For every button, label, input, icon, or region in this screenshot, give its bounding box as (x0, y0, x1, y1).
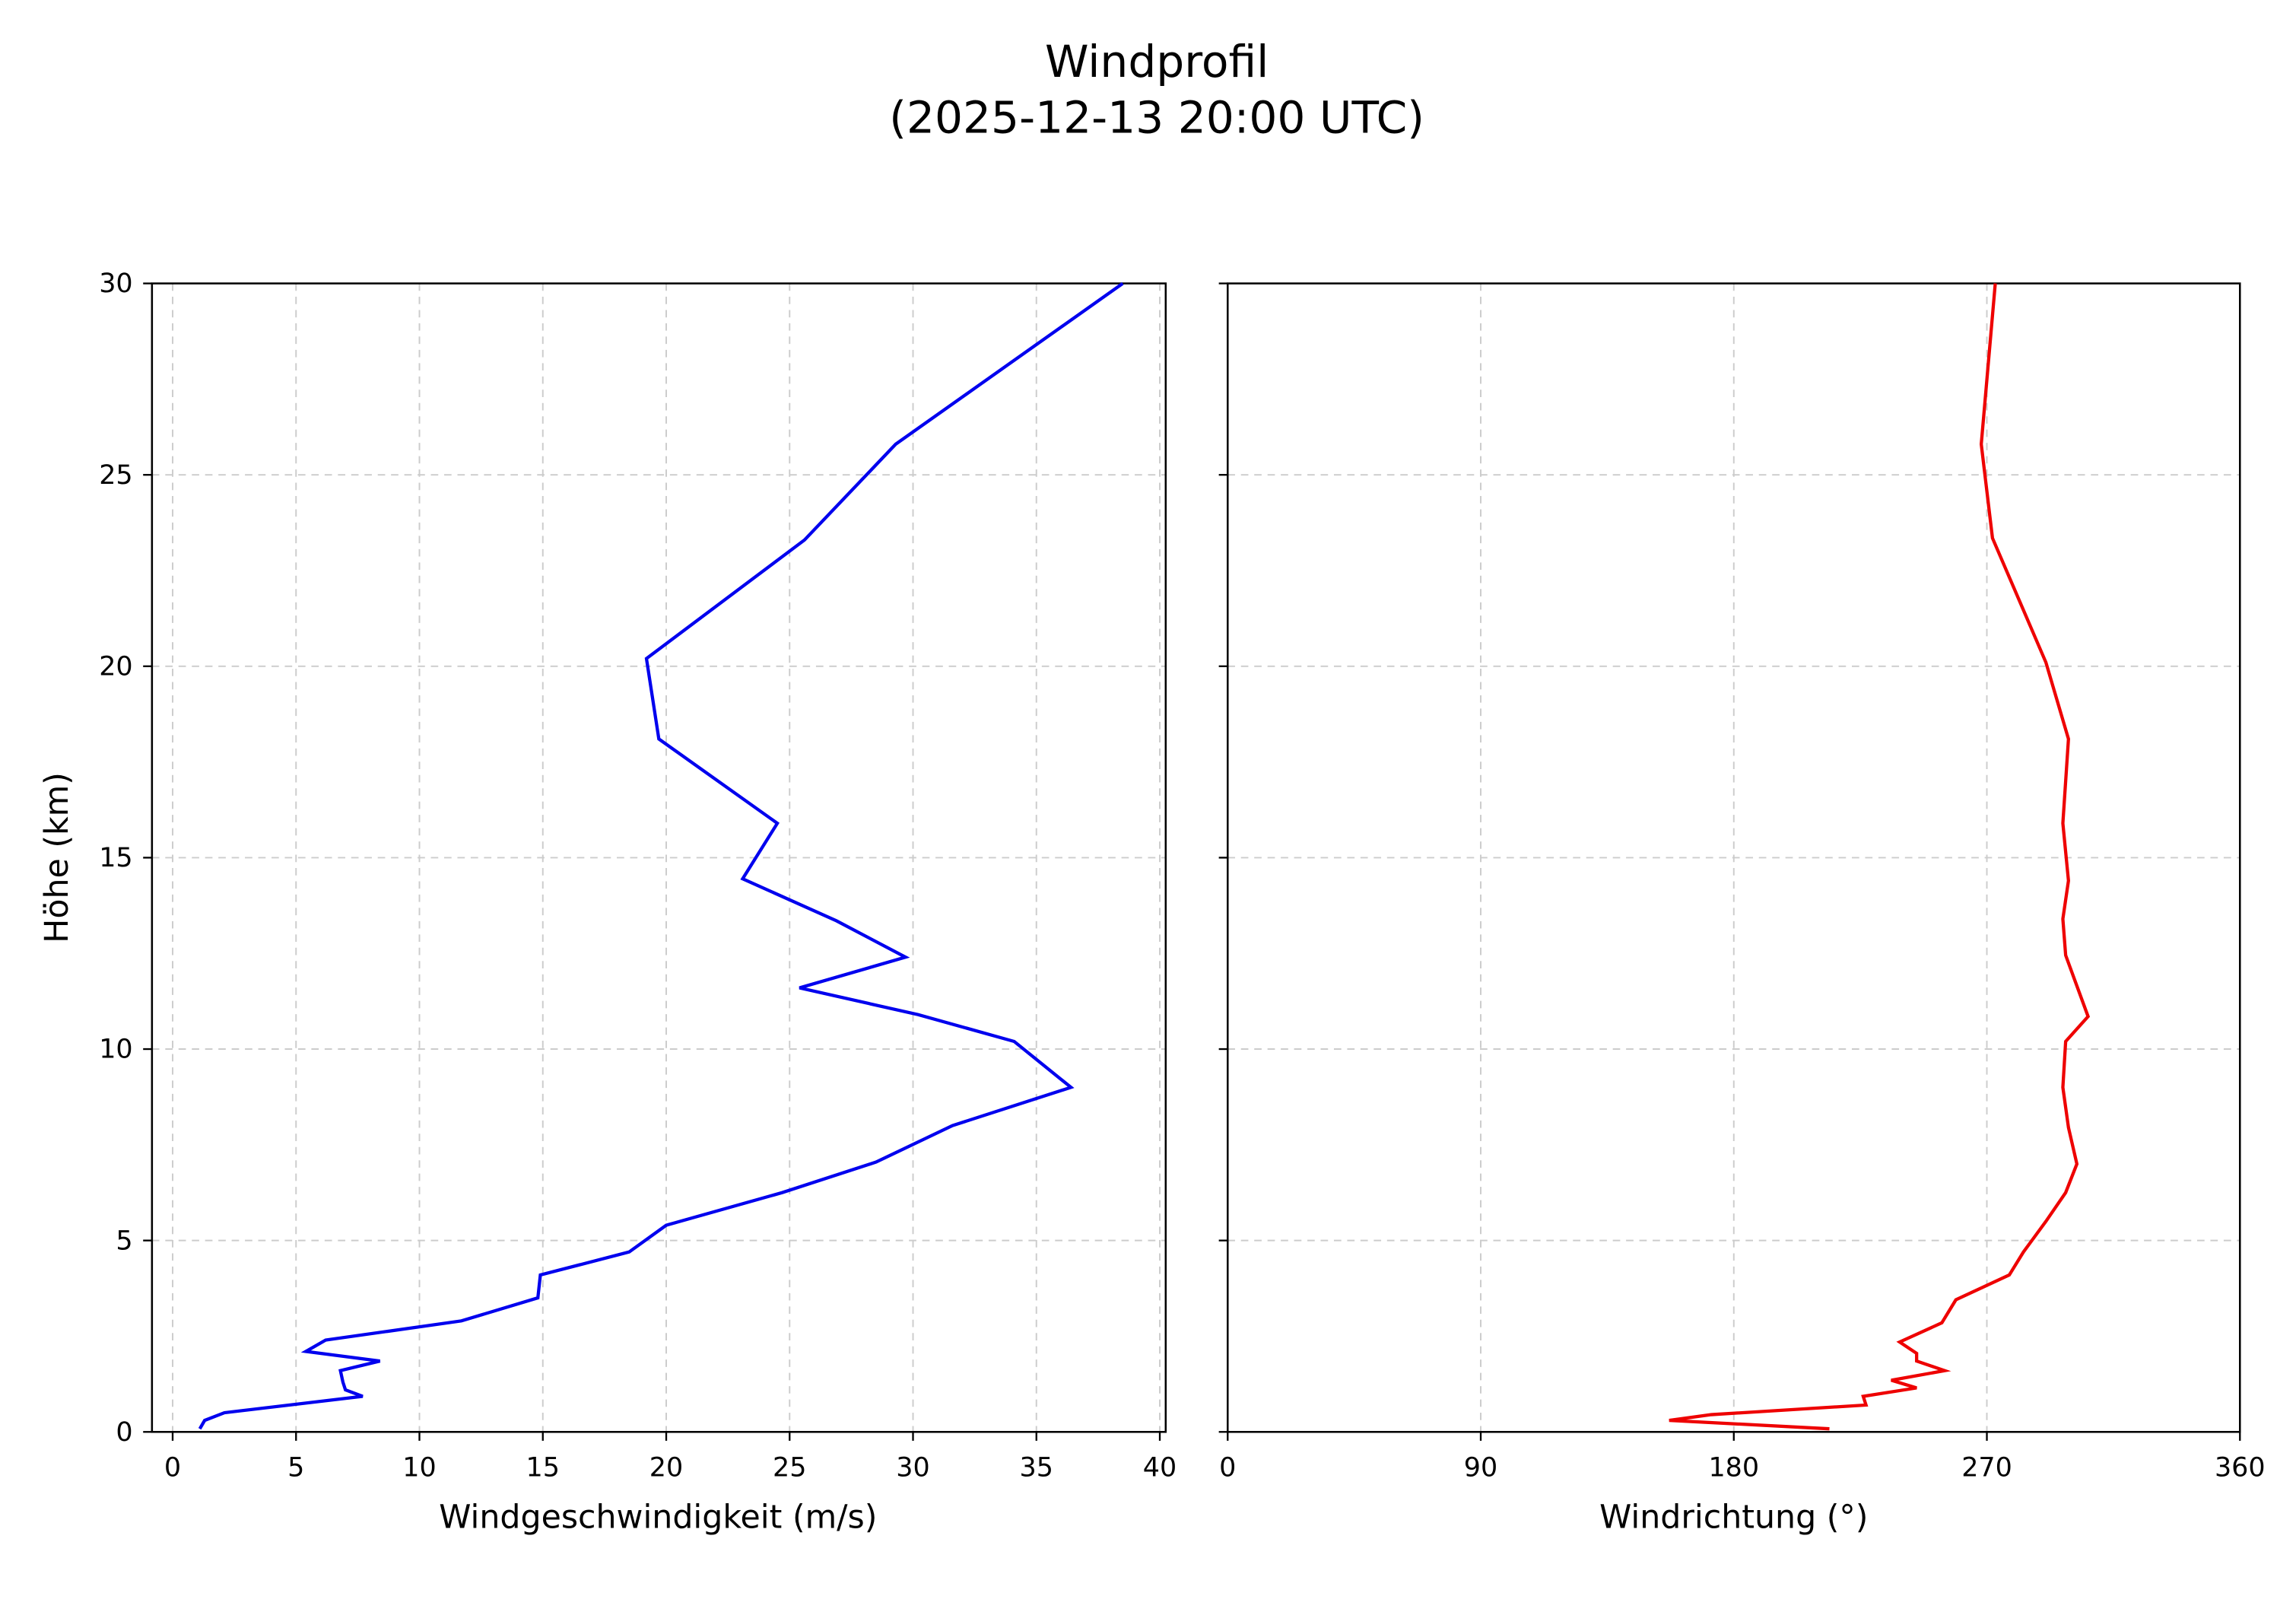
y-tick-label: 20 (99, 651, 132, 682)
y-tick-label: 10 (99, 1035, 132, 1065)
x-tick-label: 35 (1020, 1452, 1053, 1483)
wind-speed-grid (151, 282, 1166, 1433)
x-tick-label: 40 (1143, 1452, 1177, 1483)
wind-speed-xlabel: Windgeschwindigkeit (m/s) (439, 1498, 877, 1536)
x-tick-label: 15 (526, 1452, 560, 1483)
wind-direction-xlabel: Windrichtung (°) (1599, 1498, 1868, 1536)
height-ylabel: Höhe (km) (38, 772, 76, 943)
wind-direction-panel: 0 90 180 270 360 Windrichtung (°) (1218, 282, 2266, 1536)
x-tick-label: 5 (287, 1452, 304, 1483)
x-tick-label: 0 (1219, 1452, 1236, 1483)
x-tick-label: 30 (896, 1452, 929, 1483)
x-tick-label: 360 (2215, 1452, 2266, 1483)
x-tick-label: 90 (1464, 1452, 1497, 1483)
figure-subtitle: (2025-12-13 20:00 UTC) (889, 92, 1424, 144)
wind-speed-ticks: 0 5 10 15 20 25 30 35 40 0 5 10 15 20 25 30 (99, 269, 1177, 1483)
wind-direction-line (1669, 283, 2091, 1431)
y-tick-label: 0 (116, 1417, 132, 1448)
y-tick-label: 15 (99, 843, 132, 873)
y-tick-label: 25 (99, 460, 132, 491)
y-tick-label: 5 (116, 1226, 132, 1256)
x-tick-label: 270 (1961, 1452, 2012, 1483)
x-tick-label: 180 (1708, 1452, 1759, 1483)
wind-direction-ticks: 0 90 180 270 360 (1218, 282, 2266, 1483)
x-tick-label: 25 (773, 1452, 806, 1483)
wind-speed-line (198, 281, 1124, 1430)
figure-title: Windprofil (1045, 36, 1269, 87)
x-tick-label: 10 (402, 1452, 436, 1483)
y-tick-label: 30 (99, 269, 132, 299)
x-tick-label: 20 (649, 1452, 683, 1483)
x-tick-label: 0 (164, 1452, 181, 1483)
wind-speed-panel: 0 5 10 15 20 25 30 35 40 0 5 10 15 20 25 30 Windgeschwi… (38, 269, 1177, 1536)
